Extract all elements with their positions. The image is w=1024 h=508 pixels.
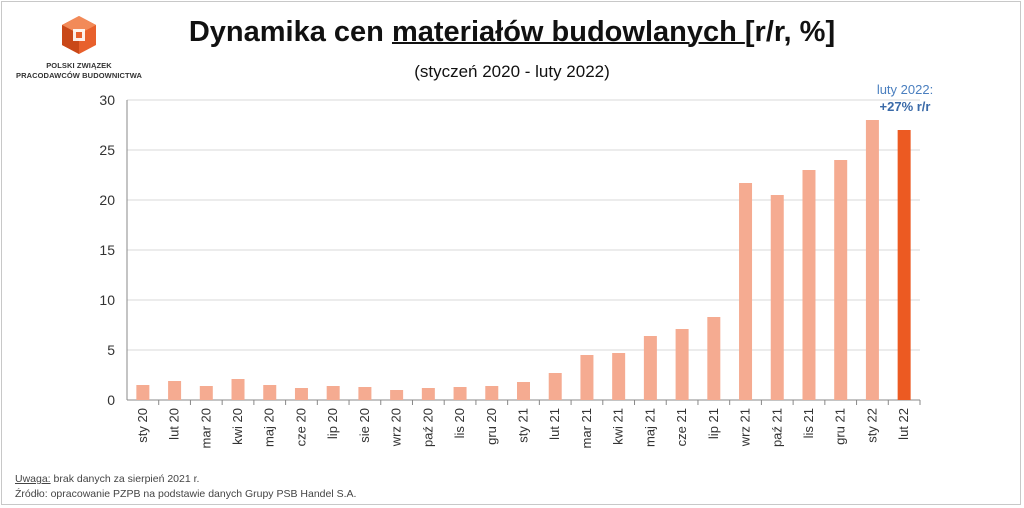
bar — [485, 386, 499, 400]
bar — [897, 130, 911, 400]
footer-note-label: Uwaga: — [15, 473, 51, 485]
bar — [517, 382, 530, 400]
y-tick-label: 5 — [107, 342, 115, 358]
bar — [675, 329, 689, 400]
bar — [453, 387, 467, 400]
y-tick-label: 20 — [99, 192, 115, 208]
bar — [739, 183, 753, 400]
x-tick-label: maj 20 — [262, 408, 277, 447]
x-tick-label: lut 22 — [896, 408, 911, 440]
title-part2: materiałów budowlanych — [391, 16, 745, 48]
x-tick-label: gru 20 — [484, 408, 499, 445]
x-tick-label: lip 21 — [706, 408, 721, 439]
footer-note: Uwaga: brak danych za sierpień 2021 r. — [15, 473, 199, 485]
annotation-line1: luty 2022: — [876, 82, 934, 97]
x-tick-label: lis 21 — [801, 408, 816, 438]
bar — [231, 379, 245, 400]
x-tick-label: sty 21 — [516, 408, 531, 443]
x-tick-label: cze 20 — [293, 408, 308, 446]
pzpb-logo: POLSKI ZWIĄZEK PRACODAWCÓW BUDOWNICTWA — [14, 14, 144, 84]
x-tick-label: kwi 20 — [230, 408, 245, 445]
x-tick-label: lut 20 — [167, 408, 182, 440]
pzpb-logo-icon — [62, 16, 96, 54]
bar — [707, 317, 721, 400]
y-tick-label: 30 — [99, 92, 115, 108]
bar — [358, 387, 372, 400]
x-tick-label: wrz 21 — [738, 408, 753, 447]
x-tick-label: kwi 21 — [611, 408, 626, 445]
footer-source: Źródło: opracowanie PZPB na podstawie da… — [15, 488, 357, 500]
last-value-annotation: luty 2022: +27% r/r — [850, 81, 960, 115]
x-tick-label: paź 20 — [420, 408, 435, 447]
x-tick-label: wrz 20 — [389, 408, 404, 447]
x-tick-label: sty 20 — [135, 408, 150, 443]
title-part3: [r/r, %] — [744, 16, 836, 48]
footer-note-text: brak danych za sierpień 2021 r. — [50, 473, 200, 485]
bar — [770, 195, 784, 400]
x-tick-label: paź 21 — [769, 408, 784, 447]
bar — [390, 390, 404, 400]
annotation-line2: +27% r/r — [879, 99, 931, 114]
bar — [802, 170, 816, 400]
x-tick-label: gru 21 — [833, 408, 848, 445]
bar — [199, 386, 213, 400]
x-tick-label: cze 21 — [674, 408, 689, 446]
title-part1: Dynamika cen — [188, 16, 392, 48]
x-tick-label: sie 20 — [357, 408, 372, 443]
bar — [326, 386, 340, 400]
chart-subtitle: (styczeń 2020 - luty 2022) — [414, 62, 610, 81]
logo-text-line1: POLSKI ZWIĄZEK — [46, 61, 112, 70]
chart-title: Dynamika cen materiałów budowlanych [r/r… — [0, 16, 1024, 49]
x-tick-label: mar 20 — [198, 408, 213, 448]
x-tick-label: maj 21 — [642, 408, 657, 447]
bar — [294, 388, 308, 400]
bar — [548, 373, 562, 400]
bar — [865, 120, 879, 400]
y-tick-label: 25 — [99, 142, 115, 158]
x-tick-label: lip 20 — [325, 408, 340, 439]
y-tick-label: 0 — [107, 392, 115, 408]
y-tick-label: 10 — [99, 292, 115, 308]
bar — [612, 353, 626, 400]
x-tick-label: lis 20 — [452, 408, 467, 438]
bar — [834, 160, 848, 400]
bar — [263, 385, 277, 400]
bar — [136, 385, 150, 400]
bar — [643, 336, 657, 400]
logo-text-line2: PRACODAWCÓW BUDOWNICTWA — [15, 71, 143, 80]
x-tick-label: sty 22 — [864, 408, 879, 443]
bar — [421, 388, 435, 400]
x-tick-label: lut 21 — [547, 408, 562, 440]
y-tick-label: 15 — [99, 242, 115, 258]
bar — [168, 381, 182, 400]
x-tick-label: mar 21 — [579, 408, 594, 448]
bar — [580, 355, 594, 400]
